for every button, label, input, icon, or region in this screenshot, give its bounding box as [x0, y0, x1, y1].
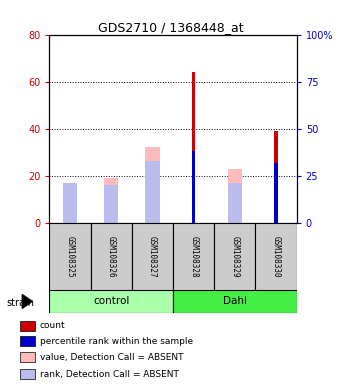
Text: GSM108327: GSM108327	[148, 235, 157, 277]
Bar	[20, 321, 35, 331]
Bar	[49, 290, 173, 313]
Bar	[63, 183, 77, 223]
Bar	[173, 223, 214, 290]
Text: GSM108328: GSM108328	[189, 235, 198, 277]
Bar	[104, 178, 118, 223]
Bar	[145, 147, 160, 223]
Text: count: count	[40, 321, 65, 330]
Bar	[228, 183, 242, 223]
Text: Dahl: Dahl	[223, 296, 247, 306]
Text: percentile rank within the sample: percentile rank within the sample	[40, 337, 193, 346]
Bar	[192, 72, 195, 223]
Text: GSM108329: GSM108329	[231, 235, 239, 277]
Text: GDS2710 / 1368448_at: GDS2710 / 1368448_at	[98, 21, 243, 34]
Text: rank, Detection Call = ABSENT: rank, Detection Call = ABSENT	[40, 369, 178, 379]
Text: strain: strain	[7, 298, 35, 308]
Bar	[192, 151, 195, 223]
Bar	[145, 161, 160, 223]
Bar	[63, 197, 77, 223]
Text: GSM108330: GSM108330	[271, 235, 281, 277]
Bar	[49, 223, 91, 290]
Bar	[275, 131, 278, 223]
Bar	[20, 336, 35, 346]
Bar	[20, 369, 35, 379]
Polygon shape	[22, 295, 32, 308]
Bar	[104, 185, 118, 223]
Text: value, Detection Call = ABSENT: value, Detection Call = ABSENT	[40, 353, 183, 361]
Bar	[91, 223, 132, 290]
Bar	[214, 223, 255, 290]
Bar	[173, 290, 297, 313]
Bar	[255, 223, 297, 290]
Bar	[132, 223, 173, 290]
Bar	[275, 162, 278, 223]
Text: control: control	[93, 296, 130, 306]
Text: GSM108326: GSM108326	[107, 235, 116, 277]
Bar	[228, 169, 242, 223]
Bar	[20, 352, 35, 362]
Text: GSM108325: GSM108325	[65, 235, 75, 277]
